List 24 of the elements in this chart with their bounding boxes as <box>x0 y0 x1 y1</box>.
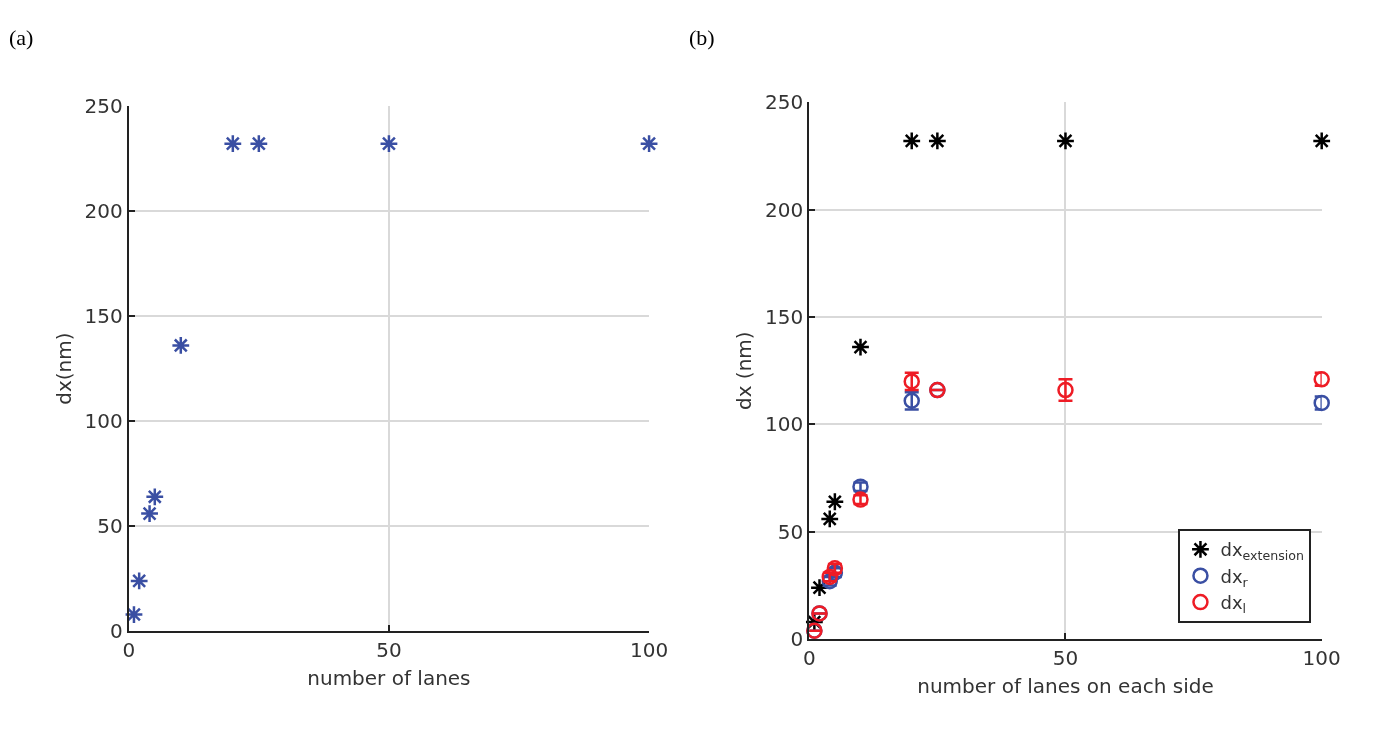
x-tick-label: 50 <box>1052 646 1079 671</box>
y-tick-label: 100 <box>765 412 804 437</box>
legend-label: dx$_{extension}$ <box>1220 539 1304 564</box>
y-tick-label: 250 <box>765 90 804 115</box>
x-tick-label: 50 <box>376 638 402 663</box>
y-tick-label: 150 <box>765 305 804 330</box>
y-tick-label: 200 <box>765 197 804 222</box>
x-axis-title: number of lanes on each side <box>917 674 1214 699</box>
y-tick-label: 200 <box>84 198 123 223</box>
chart-title: (b) <box>689 25 715 50</box>
y-axis-title: dx(nm) <box>51 332 76 405</box>
y-tick-label: 150 <box>84 304 123 329</box>
y-tick-label: 0 <box>110 619 123 644</box>
y-tick-label: 50 <box>777 519 804 544</box>
y-tick-label: 250 <box>84 93 123 118</box>
y-tick-label: 100 <box>84 409 123 434</box>
x-axis-title: number of lanes <box>307 666 471 691</box>
y-axis-title: dx (nm) <box>732 331 757 411</box>
x-tick-label: 100 <box>629 638 669 663</box>
y-tick-label: 50 <box>97 514 123 539</box>
x-tick-label: 100 <box>1302 646 1341 671</box>
chart-title: (a) <box>9 25 34 50</box>
legend-label: dx$_{r}$ <box>1220 565 1249 590</box>
legend-label: dx$_{l}$ <box>1220 592 1247 616</box>
